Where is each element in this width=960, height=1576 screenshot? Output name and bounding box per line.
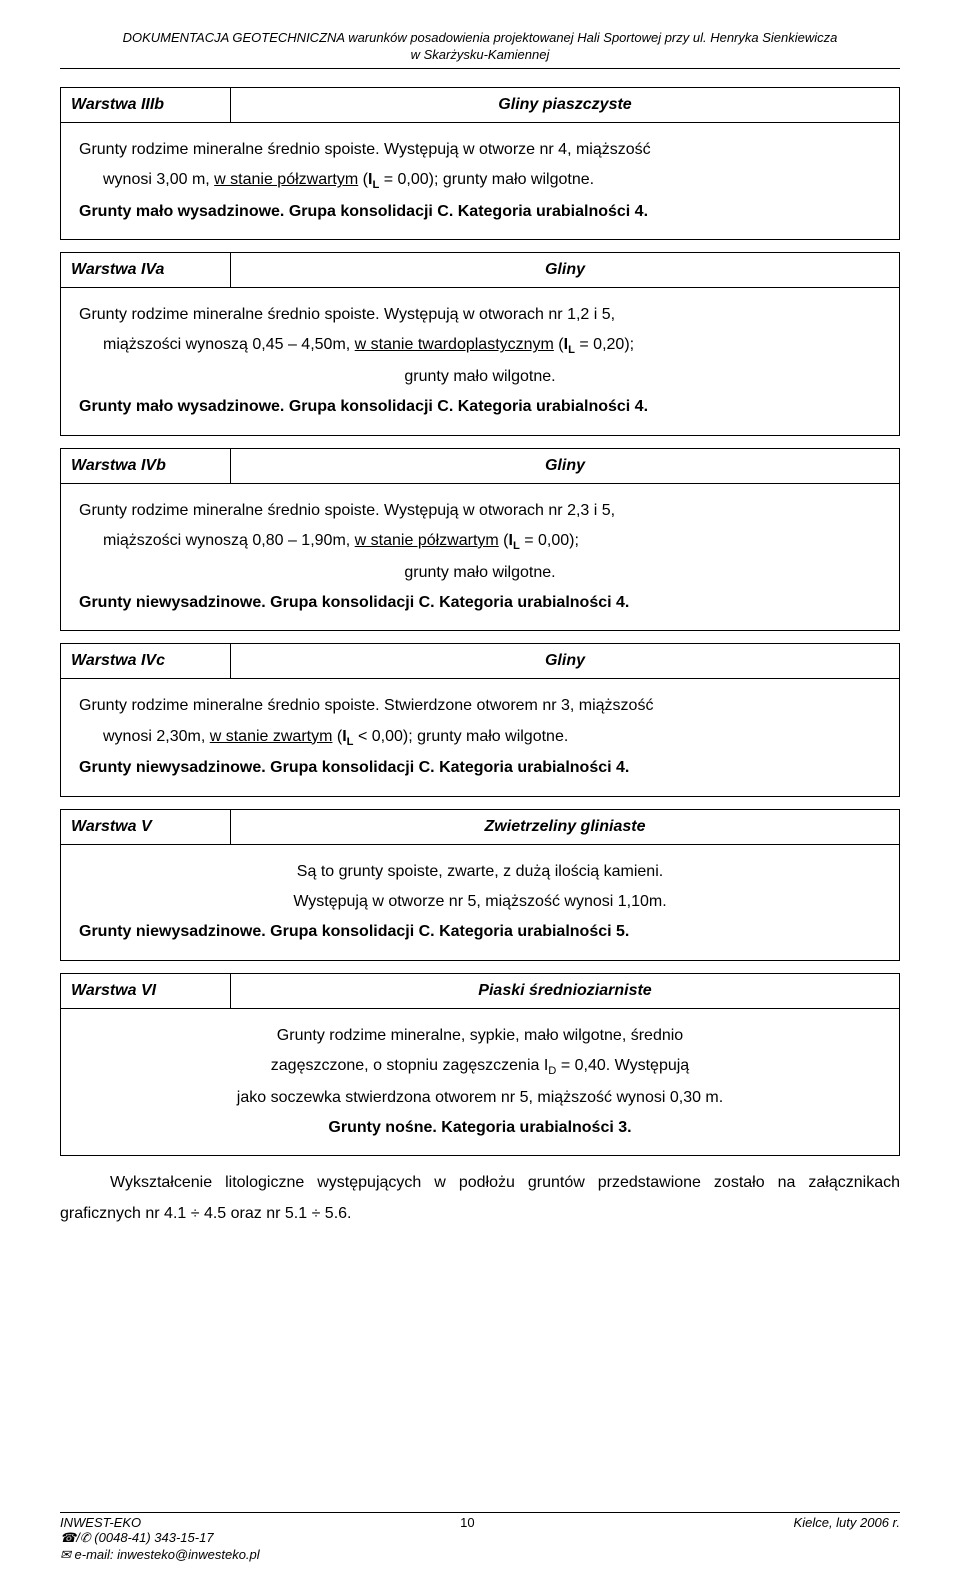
- page-footer: INWEST-EKO 10 Kielce, luty 2006 r. ☎/✆ (…: [0, 1512, 960, 1564]
- text: zagęszczone, o stopniu zagęszczenia I: [271, 1057, 549, 1074]
- text: miąższości wynoszą 0,80 – 1,90m,: [103, 532, 355, 549]
- section-body: Grunty rodzime mineralne średnio spoiste…: [61, 288, 899, 435]
- text: < 0,00); grunty mało wilgotne.: [354, 728, 569, 745]
- body-text: miąższości wynoszą 0,45 – 4,50m, w stani…: [103, 330, 857, 361]
- section-title: Gliny: [231, 644, 899, 678]
- footer-left: INWEST-EKO: [60, 1515, 141, 1530]
- body-text: miąższości wynoszą 0,80 – 1,90m, w stani…: [103, 526, 857, 557]
- text-underline: w stanie półzwartym: [214, 171, 358, 188]
- footer-phone: ☎/✆ (0048-41) 343-15-17: [60, 1530, 900, 1547]
- text-sub: L: [347, 736, 354, 748]
- section-title: Gliny: [231, 449, 899, 483]
- text-underline: w stanie zwartym: [210, 728, 333, 745]
- section-body: Są to grunty spoiste, zwarte, z dużą ilo…: [61, 845, 899, 960]
- section-warstwa-vi: Warstwa VI Piaski średnioziarniste Grunt…: [60, 973, 900, 1157]
- footer-page-number: 10: [460, 1515, 474, 1530]
- section-title: Gliny: [231, 253, 899, 287]
- body-text-bold: Grunty niewysadzinowe. Grupa konsolidacj…: [79, 917, 881, 947]
- section-warstwa-iiib: Warstwa IIIb Gliny piaszczyste Grunty ro…: [60, 87, 900, 240]
- text: (: [554, 336, 564, 353]
- body-text: wynosi 3,00 m, w stanie półzwartym (IL =…: [103, 165, 857, 196]
- text-sub: L: [568, 345, 575, 357]
- body-text-bold: Grunty nośne. Kategoria urabialności 3.: [79, 1113, 881, 1143]
- body-text-bold: Grunty niewysadzinowe. Grupa konsolidacj…: [79, 753, 881, 783]
- text: = 0,00);: [520, 532, 579, 549]
- body-text-bold: Grunty mało wysadzinowe. Grupa konsolida…: [79, 392, 881, 422]
- closing-paragraph: Wykształcenie litologiczne występujących…: [60, 1168, 900, 1229]
- section-title: Piaski średnioziarniste: [231, 974, 899, 1008]
- body-text: Grunty rodzime mineralne średnio spoiste…: [79, 300, 881, 330]
- body-text: jako soczewka stwierdzona otworem nr 5, …: [79, 1083, 881, 1113]
- text: = 0,20);: [575, 336, 634, 353]
- text: (: [332, 728, 342, 745]
- text: = 0,40. Występują: [556, 1057, 689, 1074]
- body-text: grunty mało wilgotne.: [79, 558, 881, 588]
- body-text: Grunty rodzime mineralne średnio spoiste…: [79, 496, 881, 526]
- body-text-bold: Grunty mało wysadzinowe. Grupa konsolida…: [79, 197, 881, 227]
- body-text: Grunty rodzime mineralne średnio spoiste…: [79, 691, 881, 721]
- section-label: Warstwa V: [61, 810, 231, 844]
- section-body: Grunty rodzime mineralne średnio spoiste…: [61, 679, 899, 795]
- section-body: Grunty rodzime mineralne średnio spoiste…: [61, 123, 899, 239]
- text: = 0,00); grunty mało wilgotne.: [379, 171, 594, 188]
- footer-email: ✉ e-mail: inwesteko@inwesteko.pl: [60, 1547, 900, 1564]
- body-text: Grunty rodzime mineralne średnio spoiste…: [79, 135, 881, 165]
- doc-header-line2: w Skarżysku-Kamiennej: [60, 47, 900, 64]
- body-text: grunty mało wilgotne.: [79, 362, 881, 392]
- section-body: Grunty rodzime mineralne, sypkie, mało w…: [61, 1009, 899, 1156]
- section-warstwa-iva: Warstwa IVa Gliny Grunty rodzime mineral…: [60, 252, 900, 436]
- text-underline: w stanie twardoplastycznym: [355, 336, 554, 353]
- section-label: Warstwa VI: [61, 974, 231, 1008]
- body-text-bold: Grunty niewysadzinowe. Grupa konsolidacj…: [79, 588, 881, 618]
- section-label: Warstwa IVb: [61, 449, 231, 483]
- text: wynosi 2,30m,: [103, 728, 210, 745]
- section-label: Warstwa IVa: [61, 253, 231, 287]
- text: (: [499, 532, 509, 549]
- body-text: Grunty rodzime mineralne, sypkie, mało w…: [79, 1021, 881, 1051]
- text: (: [358, 171, 368, 188]
- doc-header-line1: DOKUMENTACJA GEOTECHNICZNA warunków posa…: [60, 30, 900, 47]
- body-text: Są to grunty spoiste, zwarte, z dużą ilo…: [79, 857, 881, 887]
- section-label: Warstwa IIIb: [61, 88, 231, 122]
- section-title: Zwietrzeliny gliniaste: [231, 810, 899, 844]
- body-text: wynosi 2,30m, w stanie zwartym (IL < 0,0…: [103, 722, 857, 753]
- section-title: Gliny piaszczyste: [231, 88, 899, 122]
- section-warstwa-ivc: Warstwa IVc Gliny Grunty rodzime mineral…: [60, 643, 900, 796]
- document-header: DOKUMENTACJA GEOTECHNICZNA warunków posa…: [60, 30, 900, 69]
- text: wynosi 3,00 m,: [103, 171, 214, 188]
- footer-right: Kielce, luty 2006 r.: [794, 1515, 900, 1530]
- text-underline: w stanie półzwartym: [355, 532, 499, 549]
- section-warstwa-ivb: Warstwa IVb Gliny Grunty rodzime mineral…: [60, 448, 900, 632]
- section-body: Grunty rodzime mineralne średnio spoiste…: [61, 484, 899, 631]
- body-text: zagęszczone, o stopniu zagęszczenia ID =…: [79, 1051, 881, 1082]
- section-warstwa-v: Warstwa V Zwietrzeliny gliniaste Są to g…: [60, 809, 900, 961]
- text-sub: L: [513, 540, 520, 552]
- text: miąższości wynoszą 0,45 – 4,50m,: [103, 336, 355, 353]
- body-text: Występują w otworze nr 5, miąższość wyno…: [79, 887, 881, 917]
- section-label: Warstwa IVc: [61, 644, 231, 678]
